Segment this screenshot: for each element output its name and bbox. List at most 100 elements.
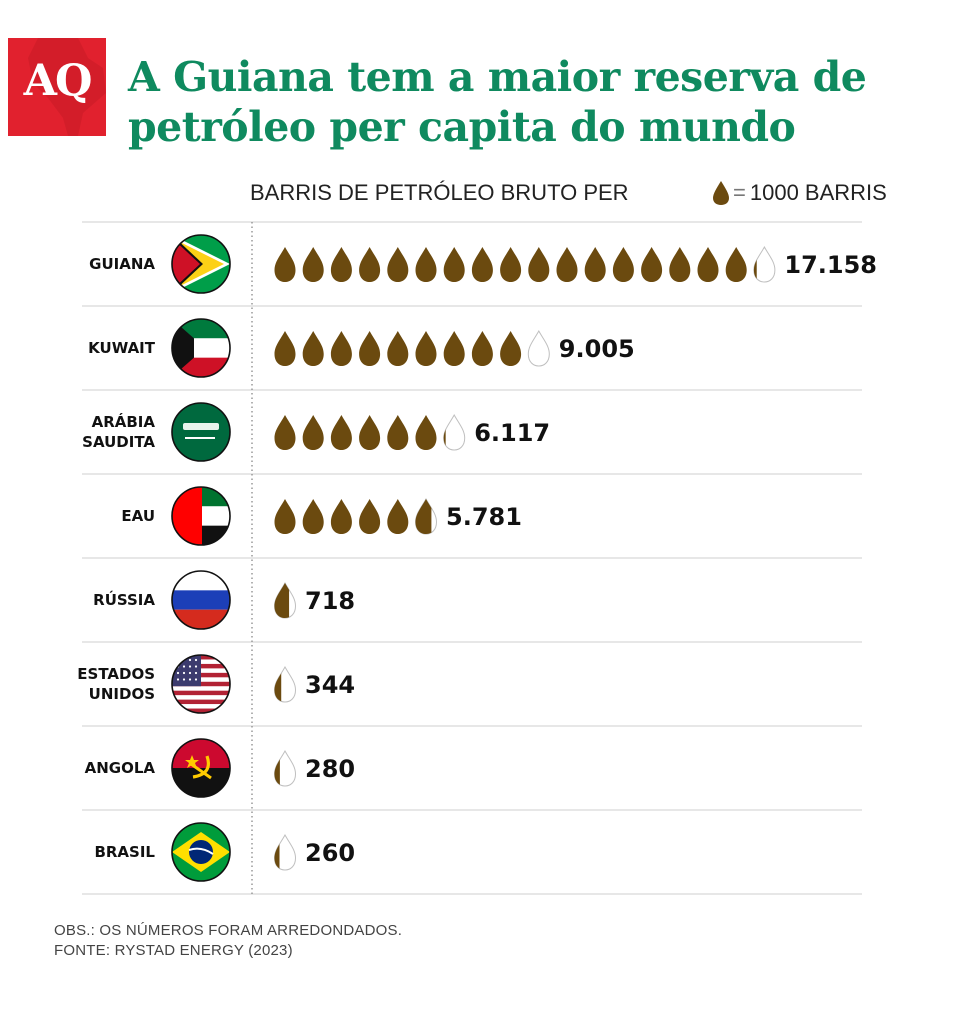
oil-drop-icon	[302, 247, 324, 282]
aq-logo: AQ	[8, 38, 106, 136]
value-label: 6.117	[474, 419, 550, 447]
oil-drop-icon	[302, 499, 324, 534]
oil-drop-icon	[330, 331, 352, 366]
oil-drop-icon	[500, 247, 522, 282]
oil-drop-partial-icon	[273, 749, 297, 787]
oil-drop-icon	[330, 499, 352, 534]
oil-drop-icon	[359, 247, 381, 282]
oil-drop-icon	[330, 247, 352, 282]
legend-equals: =	[733, 180, 746, 205]
legend-text: 1000 BARRIS	[749, 180, 887, 205]
oil-drop-partial-icon	[273, 581, 297, 619]
row-estados-unidos: ESTADOS UNIDOS 344	[77, 654, 355, 714]
oil-drop-icon	[387, 499, 409, 534]
country-label-line: GUIANA	[89, 255, 155, 273]
row-eau: EAU 5.781	[121, 486, 522, 546]
oil-drop-icon	[359, 499, 381, 534]
oil-drop-icon	[471, 331, 493, 366]
country-label-line: BRASIL	[94, 843, 155, 861]
value-label: 718	[305, 587, 355, 615]
chart-subtitle: BARRIS DE PETRÓLEO BRUTO PER	[250, 180, 629, 205]
oil-drop-icon	[330, 415, 352, 450]
oil-drop-icon	[713, 181, 729, 205]
footnote: OBS.: OS NÚMEROS FORAM ARREDONDADOS. FON…	[54, 921, 402, 961]
oil-drop-icon	[556, 247, 578, 282]
oil-drop-icon	[584, 247, 606, 282]
row-brasil: BRASIL 260	[94, 822, 355, 882]
oil-drop-icon	[387, 331, 409, 366]
country-label: ANGOLA	[85, 759, 156, 777]
chart-title: A Guiana tem a maior reserva de petróleo…	[128, 53, 867, 151]
oil-drop-icon	[500, 331, 522, 366]
oil-drop-icon	[415, 331, 437, 366]
country-label: ESTADOS UNIDOS	[77, 665, 155, 703]
oil-drop-partial-icon	[414, 497, 438, 535]
flag-usa-icon	[171, 654, 231, 714]
country-label-line: ARÁBIA	[92, 412, 156, 431]
logo-text: AQ	[23, 56, 93, 106]
oil-drop-icon	[471, 247, 493, 282]
row-arábia-saudita: ARÁBIA SAUDITA 6.117	[82, 402, 550, 462]
country-label-line: ESTADOS	[77, 665, 155, 683]
oil-drop-icon	[359, 331, 381, 366]
country-label: ARÁBIA SAUDITA	[82, 412, 155, 451]
oil-drop-icon	[274, 247, 296, 282]
oil-drop-icon	[415, 415, 437, 450]
country-label-line: ANGOLA	[85, 759, 156, 777]
country-label-line: RÚSSIA	[93, 590, 155, 609]
oil-drop-icon	[274, 499, 296, 534]
value-label: 280	[305, 755, 355, 783]
oil-drop-icon	[302, 331, 324, 366]
legend: = 1000 BARRIS	[712, 180, 887, 206]
oil-drop-icon	[612, 247, 634, 282]
oil-drop-icon	[528, 247, 550, 282]
country-label-line: KUWAIT	[88, 339, 156, 357]
oil-drop-icon	[302, 415, 324, 450]
flag-uae-icon	[171, 486, 231, 546]
oil-drop-icon	[725, 247, 747, 282]
flag-angola-icon	[171, 738, 231, 798]
flag-saudi-arabia-icon	[171, 402, 231, 462]
oil-drop-icon	[387, 415, 409, 450]
oil-drop-partial-icon	[273, 833, 297, 871]
oil-drop-icon	[359, 415, 381, 450]
oil-drop-icon	[274, 415, 296, 450]
row-guiana: GUIANA 17.158	[89, 234, 877, 294]
oil-drop-partial-icon	[443, 413, 466, 451]
flag-brazil-icon	[171, 822, 231, 882]
footnote-source: FONTE: RYSTAD ENERGY (2023)	[54, 942, 293, 959]
flag-kuwait-icon	[171, 318, 231, 378]
country-label: BRASIL	[94, 843, 155, 861]
row-angola: ANGOLA 280	[85, 738, 355, 798]
oil-drop-partial-icon	[273, 665, 297, 703]
country-label: EAU	[121, 507, 155, 525]
map-silhouette-icon	[28, 38, 106, 136]
oil-drop-icon	[641, 247, 663, 282]
row-kuwait: KUWAIT 9.005	[88, 318, 635, 378]
oil-drop-partial-icon	[527, 329, 550, 367]
oil-drop-icon	[274, 331, 296, 366]
value-label: 260	[305, 839, 355, 867]
flag-russia-icon	[171, 570, 231, 630]
oil-drop-icon	[387, 247, 409, 282]
country-label-line: EAU	[121, 507, 155, 525]
oil-drop-icon	[697, 247, 719, 282]
oil-drop-partial-icon	[753, 245, 776, 283]
country-label-line: SAUDITA	[82, 433, 155, 451]
country-label: GUIANA	[89, 255, 155, 273]
oil-drop-icon	[443, 247, 465, 282]
value-label: 9.005	[559, 335, 635, 363]
oil-drop-icon	[415, 247, 437, 282]
footnote-note: OBS.: OS NÚMEROS FORAM ARREDONDADOS.	[54, 922, 403, 939]
oil-drop-icon	[669, 247, 691, 282]
country-label: RÚSSIA	[93, 590, 155, 609]
country-label: KUWAIT	[88, 339, 156, 357]
country-label-line: UNIDOS	[89, 685, 155, 703]
value-label: 5.781	[446, 503, 522, 531]
flag-guyana-icon	[171, 234, 231, 294]
oil-drop-icon	[443, 331, 465, 366]
value-label: 344	[305, 671, 355, 699]
row-rússia: RÚSSIA 718	[93, 570, 355, 630]
value-label: 17.158	[784, 251, 877, 279]
